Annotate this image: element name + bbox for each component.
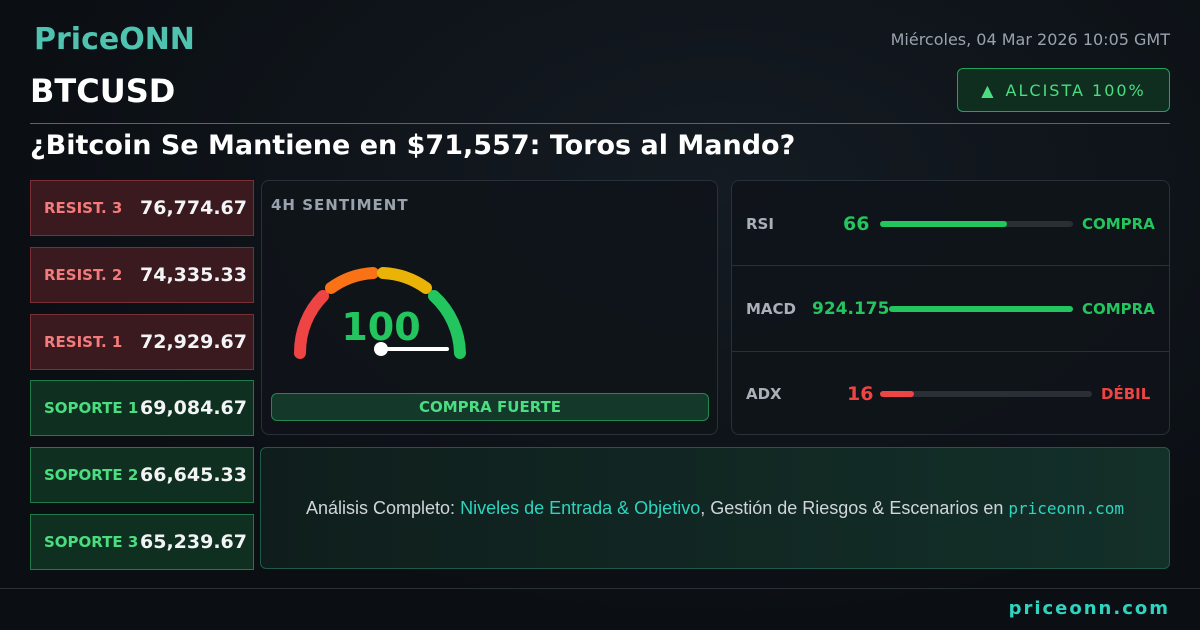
indicator-fill <box>880 220 1008 227</box>
footer-site[interactable]: priceonn.com <box>1008 598 1170 619</box>
indicator-track <box>880 390 1092 397</box>
indicator-name: MACD <box>746 299 796 318</box>
gauge-arc <box>428 290 466 359</box>
indicator-value: 924.175 <box>812 298 890 319</box>
indicator-signal: DÉBIL <box>1101 384 1151 403</box>
level-label: RESIST. 1 <box>44 332 123 351</box>
divider <box>30 123 1170 124</box>
logo: PriceONN <box>34 22 195 57</box>
indicator-track <box>880 220 1073 227</box>
level-value: 65,239.67 <box>140 531 247 553</box>
level-box: SOPORTE 2 66,645.33 <box>30 447 254 504</box>
row-divider <box>732 351 1169 352</box>
sentiment-title: 4H SENTIMENT <box>271 196 409 214</box>
gauge-arc <box>377 267 432 294</box>
level-value: 66,645.33 <box>140 464 247 487</box>
indicator-name: ADX <box>746 384 782 403</box>
level-label: RESIST. 3 <box>44 199 123 217</box>
level-value: 74,335.33 <box>140 263 247 286</box>
level-box: RESIST. 2 74,335.33 <box>30 246 254 303</box>
indicator-fill <box>880 390 914 397</box>
headline: ¿Bitcoin Se Mantiene en $71,557: Toros a… <box>30 130 796 161</box>
trend-badge: ▲ ALCISTA 100% <box>957 68 1170 112</box>
gauge <box>293 267 466 359</box>
banner-middle: , Gestión de Riesgos & Escenarios en <box>700 497 1009 518</box>
row-divider <box>732 265 1169 266</box>
needle-hub <box>374 342 388 356</box>
level-value: 76,774.67 <box>140 197 247 219</box>
sentiment-signal: COMPRA FUERTE <box>271 393 709 421</box>
gauge-arc <box>293 290 329 359</box>
banner-lead: Análisis Completo: <box>306 497 461 518</box>
indicator-fill <box>889 305 1073 312</box>
date: Miércoles, 04 Mar 2026 10:05 GMT <box>890 30 1170 49</box>
cta-banner: Análisis Completo: Niveles de Entrada & … <box>260 447 1170 569</box>
indicator-signal: COMPRA <box>1082 214 1155 233</box>
sentiment-panel: 4H SENTIMENT 100 COMPRA FUERTE <box>261 180 718 435</box>
banner-highlight: Niveles de Entrada & Objetivo <box>460 497 701 518</box>
level-label: SOPORTE 1 <box>44 399 139 418</box>
symbol: BTCUSD <box>30 72 176 110</box>
level-label: RESIST. 2 <box>44 265 123 284</box>
level-value: 72,929.67 <box>140 330 247 353</box>
level-value: 69,084.67 <box>140 397 247 420</box>
sentiment-value: 100 <box>341 305 421 349</box>
indicator-value: 16 <box>847 382 874 405</box>
level-box: SOPORTE 1 69,084.67 <box>30 380 254 437</box>
level-label: SOPORTE 2 <box>44 466 139 485</box>
indicator-value: 66 <box>843 212 870 235</box>
level-box: SOPORTE 3 65,239.67 <box>30 514 254 570</box>
indicator-track <box>889 305 1073 312</box>
indicators-panel: RSI 66 COMPRA MACD 924.175 COMPRA ADX 16… <box>731 180 1170 435</box>
level-label: SOPORTE 3 <box>44 533 139 551</box>
indicator-signal: COMPRA <box>1082 299 1155 318</box>
level-box: RESIST. 1 72,929.67 <box>30 313 254 370</box>
footer-divider <box>0 588 1200 589</box>
level-box: RESIST. 3 76,774.67 <box>30 180 254 236</box>
gauge-arc <box>325 267 379 294</box>
banner-link[interactable]: priceonn.com <box>1008 498 1124 518</box>
indicator-name: RSI <box>746 214 774 233</box>
badge-text: ALCISTA 100% <box>1005 80 1146 100</box>
